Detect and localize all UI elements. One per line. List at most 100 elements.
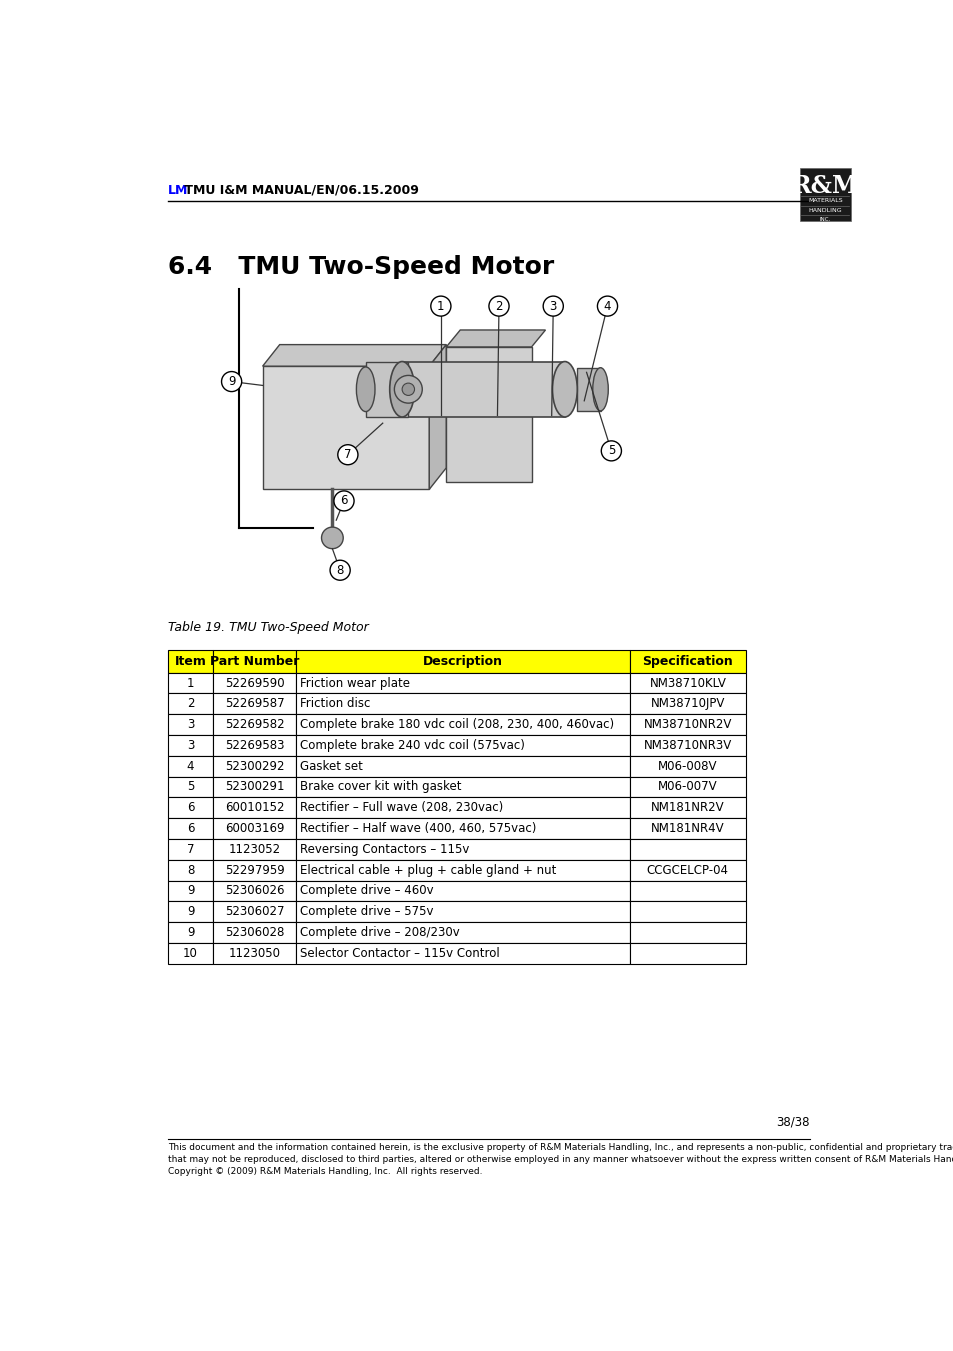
Text: Brake cover kit with gasket: Brake cover kit with gasket <box>300 781 461 793</box>
Bar <box>446 347 531 482</box>
Bar <box>168 693 213 715</box>
Text: 52306027: 52306027 <box>225 905 284 919</box>
Bar <box>168 755 213 777</box>
Text: 6: 6 <box>187 821 194 835</box>
Polygon shape <box>446 330 545 347</box>
Text: Complete drive – 460v: Complete drive – 460v <box>300 885 434 897</box>
Text: Specification: Specification <box>641 655 733 667</box>
Text: This document and the information contained herein, is the exclusive property of: This document and the information contai… <box>168 1143 953 1177</box>
Bar <box>296 923 629 943</box>
Circle shape <box>321 527 343 549</box>
Text: Complete brake 180 vdc coil (208, 230, 400, 460vac): Complete brake 180 vdc coil (208, 230, 4… <box>300 719 614 731</box>
Text: 7: 7 <box>344 449 352 461</box>
Bar <box>213 901 296 923</box>
Bar <box>262 366 429 489</box>
Bar <box>168 923 213 943</box>
Text: CCGCELCP-04: CCGCELCP-04 <box>646 863 728 877</box>
Text: NM181NR4V: NM181NR4V <box>650 821 724 835</box>
Text: 5: 5 <box>187 781 194 793</box>
Bar <box>629 755 745 777</box>
Text: 1123050: 1123050 <box>229 947 280 959</box>
Bar <box>629 923 745 943</box>
Bar <box>629 819 745 839</box>
Bar <box>296 819 629 839</box>
Bar <box>365 362 408 417</box>
Bar <box>168 650 213 673</box>
Text: Complete drive – 575v: Complete drive – 575v <box>300 905 434 919</box>
Circle shape <box>431 296 451 316</box>
Bar <box>629 777 745 797</box>
Text: Reversing Contactors – 115v: Reversing Contactors – 115v <box>300 843 469 855</box>
Text: NM181NR2V: NM181NR2V <box>650 801 724 815</box>
Circle shape <box>600 440 620 461</box>
Bar <box>402 362 564 417</box>
Text: Item: Item <box>174 655 206 667</box>
Text: Selector Contactor – 115v Control: Selector Contactor – 115v Control <box>300 947 499 959</box>
Bar <box>213 839 296 859</box>
Bar <box>213 859 296 881</box>
Polygon shape <box>429 345 446 489</box>
Circle shape <box>597 296 617 316</box>
Bar <box>296 755 629 777</box>
Bar <box>213 693 296 715</box>
Bar <box>629 673 745 693</box>
Bar <box>629 693 745 715</box>
Text: 3: 3 <box>549 300 557 312</box>
Bar <box>168 673 213 693</box>
Bar <box>168 881 213 901</box>
Text: 9: 9 <box>187 925 194 939</box>
Bar <box>168 777 213 797</box>
Text: 8: 8 <box>336 563 343 577</box>
Text: 5: 5 <box>607 444 615 458</box>
Text: 52306028: 52306028 <box>225 925 284 939</box>
Bar <box>629 715 745 735</box>
Text: Friction wear plate: Friction wear plate <box>300 677 410 689</box>
Text: 52300292: 52300292 <box>225 759 284 773</box>
Text: LM: LM <box>168 184 189 197</box>
Text: 1123052: 1123052 <box>229 843 280 855</box>
Text: Rectifier – Full wave (208, 230vac): Rectifier – Full wave (208, 230vac) <box>300 801 503 815</box>
Bar <box>629 839 745 859</box>
Circle shape <box>402 384 415 396</box>
Bar <box>577 367 599 411</box>
Text: Rectifier – Half wave (400, 460, 575vac): Rectifier – Half wave (400, 460, 575vac) <box>300 821 537 835</box>
Text: 52269587: 52269587 <box>225 697 284 711</box>
Bar <box>296 715 629 735</box>
Circle shape <box>542 296 562 316</box>
Bar <box>213 881 296 901</box>
Ellipse shape <box>592 367 608 411</box>
Bar <box>296 881 629 901</box>
Bar <box>296 839 629 859</box>
Text: MATERIALS: MATERIALS <box>807 197 841 203</box>
Bar <box>629 735 745 755</box>
Text: 3: 3 <box>187 719 194 731</box>
Text: 2: 2 <box>187 697 194 711</box>
Text: TMU I&M MANUAL/EN/06.15.2009: TMU I&M MANUAL/EN/06.15.2009 <box>180 184 419 197</box>
Bar <box>296 901 629 923</box>
Text: 4: 4 <box>603 300 611 312</box>
Bar <box>296 797 629 819</box>
Text: 52269590: 52269590 <box>225 677 284 689</box>
Text: Part Number: Part Number <box>210 655 299 667</box>
FancyBboxPatch shape <box>799 169 850 220</box>
Circle shape <box>330 561 350 580</box>
Text: 7: 7 <box>187 843 194 855</box>
Bar <box>168 819 213 839</box>
Bar <box>629 881 745 901</box>
Ellipse shape <box>356 367 375 412</box>
Text: Gasket set: Gasket set <box>300 759 363 773</box>
Bar <box>213 797 296 819</box>
Text: NM38710NR2V: NM38710NR2V <box>643 719 731 731</box>
Text: Complete brake 240 vdc coil (575vac): Complete brake 240 vdc coil (575vac) <box>300 739 524 753</box>
Bar <box>296 693 629 715</box>
Text: 4: 4 <box>187 759 194 773</box>
Bar <box>213 735 296 755</box>
Text: 1: 1 <box>187 677 194 689</box>
Bar <box>296 943 629 963</box>
Text: 52300291: 52300291 <box>225 781 284 793</box>
Text: 10: 10 <box>183 947 198 959</box>
Text: 9: 9 <box>187 905 194 919</box>
Text: 6.4   TMU Two-Speed Motor: 6.4 TMU Two-Speed Motor <box>168 254 554 278</box>
Bar <box>168 901 213 923</box>
Bar <box>296 777 629 797</box>
